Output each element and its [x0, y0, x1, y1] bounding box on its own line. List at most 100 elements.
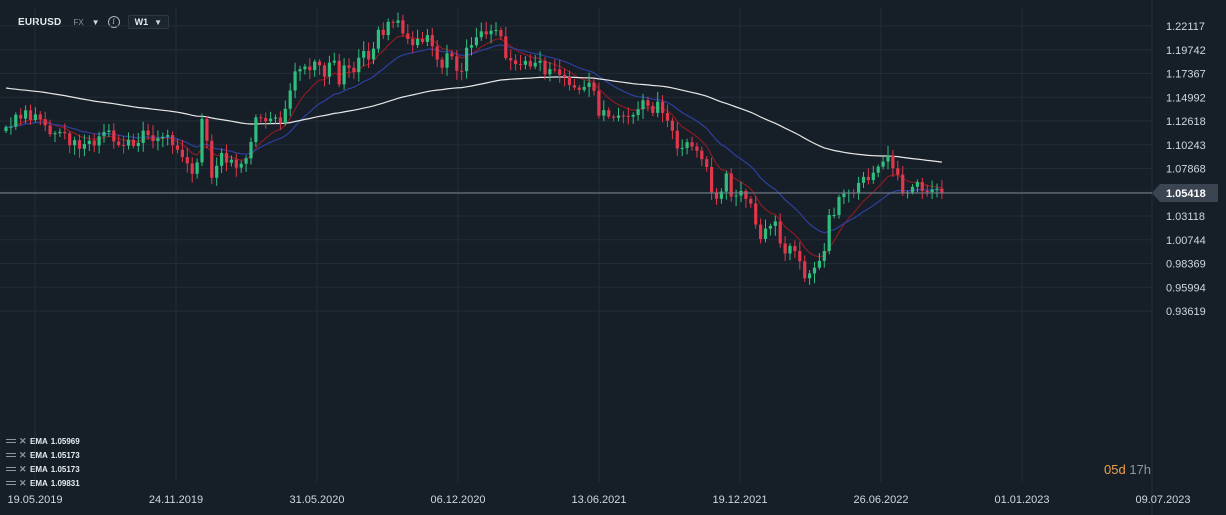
candle-body — [156, 138, 160, 142]
candle-body — [896, 168, 900, 175]
candle-body — [416, 38, 420, 46]
y-tick-label: 1.10243 — [1166, 140, 1206, 152]
candle-body — [920, 182, 924, 191]
candle-body — [77, 140, 82, 149]
ema-slow-line — [5, 76, 942, 163]
candle-body — [479, 31, 483, 38]
candle-body — [558, 69, 562, 75]
candle-body — [146, 130, 150, 136]
candle-body — [465, 47, 469, 72]
close-icon[interactable]: ✕ — [19, 477, 27, 488]
candle-body — [577, 87, 581, 90]
settings-lines-icon[interactable] — [6, 466, 16, 473]
x-tick-label: 19.05.2019 — [7, 494, 62, 506]
candle-body — [592, 82, 596, 91]
candle-body — [469, 45, 474, 48]
candle-body — [518, 64, 523, 66]
candle-body — [136, 142, 140, 146]
candle-body — [754, 203, 758, 225]
candle-body — [695, 146, 699, 151]
candle-body — [200, 118, 204, 163]
candle-body — [376, 29, 380, 49]
candle-body — [28, 110, 33, 120]
candle-body — [381, 29, 385, 36]
symbol-dropdown-icon[interactable]: ▼ — [91, 17, 100, 27]
settings-lines-icon[interactable] — [6, 438, 16, 445]
candle-body — [24, 110, 28, 119]
x-tick-label: 24.11.2019 — [149, 494, 203, 506]
candle-body — [783, 243, 787, 254]
candle-body — [313, 61, 317, 71]
candle-body — [680, 147, 684, 149]
candle-body — [63, 131, 67, 134]
candle-body — [915, 182, 919, 187]
close-icon[interactable]: ✕ — [19, 463, 27, 474]
candle-body — [773, 221, 777, 226]
candle-body — [166, 135, 170, 137]
candle-body — [509, 58, 513, 61]
candle-body — [215, 165, 219, 178]
candle-body — [602, 110, 606, 116]
candle-body — [435, 46, 439, 60]
symbol-label[interactable]: EURUSD — [18, 16, 62, 28]
candle-body — [82, 143, 86, 149]
candle-body — [690, 142, 694, 147]
info-icon[interactable]: i — [107, 16, 120, 28]
candle-body — [817, 260, 821, 268]
candle-body — [744, 190, 748, 199]
candle-body — [92, 140, 96, 146]
candle-body — [616, 115, 621, 118]
candle-body — [528, 60, 532, 67]
legend-name: EMA — [30, 436, 48, 446]
candle-body — [822, 250, 826, 261]
candle-body — [460, 70, 464, 72]
candle-body — [367, 50, 371, 60]
candle-body — [793, 246, 797, 252]
candle-body — [210, 140, 214, 178]
candle-body — [283, 108, 287, 124]
candle-body — [734, 195, 738, 197]
candle-body — [386, 21, 390, 36]
candle-body — [866, 176, 870, 181]
candle-body — [778, 221, 782, 244]
candle-body — [803, 261, 807, 279]
legend-item-ema: ✕ EMA 1.09831 — [6, 476, 80, 490]
candle-body — [131, 139, 135, 146]
candle-body — [763, 228, 768, 239]
candle-body — [327, 62, 331, 77]
ema-lines — [5, 35, 943, 258]
candle-body — [656, 101, 660, 113]
candle-body — [322, 65, 327, 77]
legend-name: EMA — [30, 464, 48, 474]
candle-body — [749, 198, 753, 204]
legend-name: EMA — [30, 478, 48, 488]
candle-body — [298, 69, 302, 72]
candle-body — [812, 267, 817, 274]
candle-body — [714, 192, 719, 199]
candle-body — [940, 188, 944, 193]
settings-lines-icon[interactable] — [6, 480, 16, 487]
y-tick-label: 1.17367 — [1166, 69, 1206, 81]
candle-body — [141, 130, 145, 143]
candle-body — [48, 125, 52, 135]
settings-lines-icon[interactable] — [6, 452, 16, 459]
candle-body — [102, 131, 106, 137]
candle-body — [489, 30, 493, 35]
close-icon[interactable]: ✕ — [19, 435, 27, 446]
candle-body — [347, 65, 351, 68]
close-icon[interactable]: ✕ — [19, 449, 27, 460]
legend-name: EMA — [30, 450, 48, 460]
candle-body — [636, 109, 640, 115]
candle-body — [68, 133, 72, 146]
candle-body — [87, 140, 91, 144]
candle-body — [122, 144, 126, 146]
candle-body — [43, 119, 47, 126]
candle-body — [705, 159, 709, 167]
x-tick-label: 01.01.2023 — [994, 494, 1049, 506]
candle-body — [430, 35, 434, 47]
candle-body — [543, 60, 547, 75]
candle-body — [244, 158, 248, 164]
candle-body — [876, 166, 880, 173]
x-tick-label: 13.06.2021 — [571, 494, 626, 506]
